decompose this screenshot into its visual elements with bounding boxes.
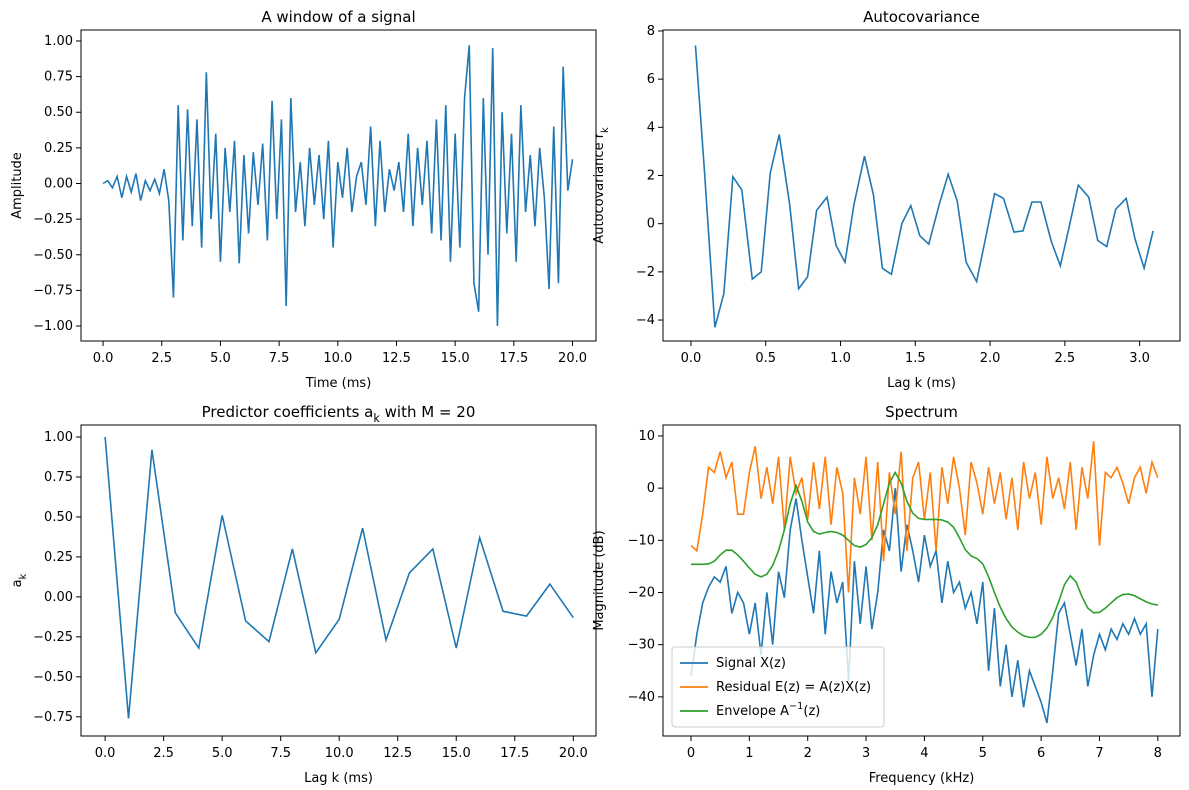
x-tick-label: 15.0 [442,746,471,761]
x-tick-label: 3 [862,746,870,761]
y-axis-label: Magnitude (dB) [592,530,607,630]
legend-label: Residual E(z) = A(z)X(z) [716,680,871,695]
x-tick-label: 2.0 [980,351,1001,366]
data-line [104,436,574,719]
x-axis-label: Time (ms) [305,376,372,391]
y-axis-label: ak [10,573,29,587]
y-axis-label: Autocovariance rk [592,127,611,244]
x-tick-label: 2.5 [151,351,172,366]
y-tick-label: 0 [647,481,655,496]
y-tick-label: 0.50 [44,509,73,524]
y-tick-label: −0.25 [33,212,73,227]
data-line [690,441,1159,593]
x-axis-label: Lag k (ms) [304,771,373,786]
x-tick-label: 7.5 [270,746,291,761]
data-line [694,45,1154,328]
y-tick-label: 6 [647,72,655,87]
y-tick-label: 1.00 [44,429,73,444]
y-tick-label: 0 [647,216,655,231]
legend-box [671,646,885,728]
y-tick-label: −0.50 [33,669,73,684]
x-tick-label: 1.0 [830,351,851,366]
x-tick-label: 5.0 [210,351,231,366]
data-line [102,45,574,327]
legend-label: Envelope A−1(z) [716,701,820,719]
y-tick-label: −0.25 [33,629,73,644]
y-tick-label: 0.50 [44,105,73,120]
y-tick-label: 0.75 [44,69,73,84]
x-tick-label: 0.0 [681,351,702,366]
y-tick-label: −20 [628,585,655,600]
legend-label: Signal X(z) [716,656,786,671]
y-tick-label: −0.75 [33,709,73,724]
x-tick-label: 6 [1037,746,1045,761]
y-tick-label: 0.00 [44,176,73,191]
x-tick-label: 1 [745,746,753,761]
chart-title: Spectrum [885,403,958,421]
x-tick-label: 0.0 [95,746,116,761]
x-axis-label: Frequency (kHz) [869,771,975,786]
plot-area [694,45,1154,328]
axes-frame [80,29,597,342]
y-tick-label: −30 [628,637,655,652]
y-tick-label: 2 [647,168,655,183]
x-tick-label: 0 [687,746,695,761]
x-tick-label: 20.0 [559,746,588,761]
y-tick-label: −40 [628,689,655,704]
y-tick-label: 0.25 [44,140,73,155]
axes-frame [80,424,597,737]
x-tick-label: 10.0 [325,746,354,761]
chart-title: Predictor coefficients ak with M = 20 [202,403,476,425]
y-tick-label: −0.50 [33,247,73,262]
y-tick-label: 0.25 [44,549,73,564]
x-tick-label: 20.0 [558,351,587,366]
y-tick-label: −0.75 [33,283,73,298]
x-tick-label: 2.5 [153,746,174,761]
x-tick-label: 7 [1095,746,1103,761]
x-tick-label: 12.5 [382,351,411,366]
x-tick-label: 8 [1154,746,1162,761]
y-tick-label: 8 [647,23,655,38]
chart-title: Autocovariance [863,8,980,26]
x-tick-label: 5.0 [212,746,233,761]
x-tick-label: 17.5 [499,351,528,366]
x-tick-label: 15.0 [441,351,470,366]
axes-frame [662,424,1181,737]
x-tick-label: 2 [804,746,812,761]
data-line [691,470,1158,639]
axes-frame [662,29,1181,342]
x-tick-label: 1.5 [905,351,926,366]
x-tick-label: 2.5 [1055,351,1076,366]
y-tick-label: −2 [636,264,655,279]
x-tick-label: 4 [920,746,928,761]
plot-area [690,441,1159,724]
x-tick-label: 0.5 [755,351,776,366]
plot-area [102,45,574,327]
y-tick-label: 0.75 [44,469,73,484]
x-tick-label: 17.5 [500,746,529,761]
plot-area [104,436,574,719]
y-tick-label: 1.00 [44,33,73,48]
data-line [690,488,1159,724]
chart-title: A window of a signal [261,8,415,26]
x-tick-label: 12.5 [383,746,412,761]
x-tick-label: 3.0 [1129,351,1150,366]
y-axis-label: Amplitude [10,152,25,219]
x-tick-label: 5 [979,746,987,761]
y-tick-label: 10 [638,428,655,443]
y-tick-label: 0.00 [44,589,73,604]
y-tick-label: −1.00 [33,319,73,334]
x-axis-label: Lag k (ms) [887,376,956,391]
y-tick-label: −10 [628,533,655,548]
y-tick-label: 4 [647,120,655,135]
x-tick-label: 0.0 [93,351,114,366]
y-tick-label: −4 [636,313,655,328]
x-tick-label: 10.0 [323,351,352,366]
x-tick-label: 7.5 [269,351,290,366]
